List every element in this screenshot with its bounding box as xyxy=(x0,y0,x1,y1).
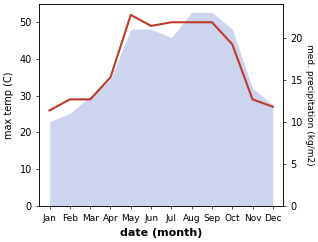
Y-axis label: max temp (C): max temp (C) xyxy=(4,71,14,139)
X-axis label: date (month): date (month) xyxy=(120,228,203,238)
Y-axis label: med. precipitation (kg/m2): med. precipitation (kg/m2) xyxy=(305,44,314,166)
